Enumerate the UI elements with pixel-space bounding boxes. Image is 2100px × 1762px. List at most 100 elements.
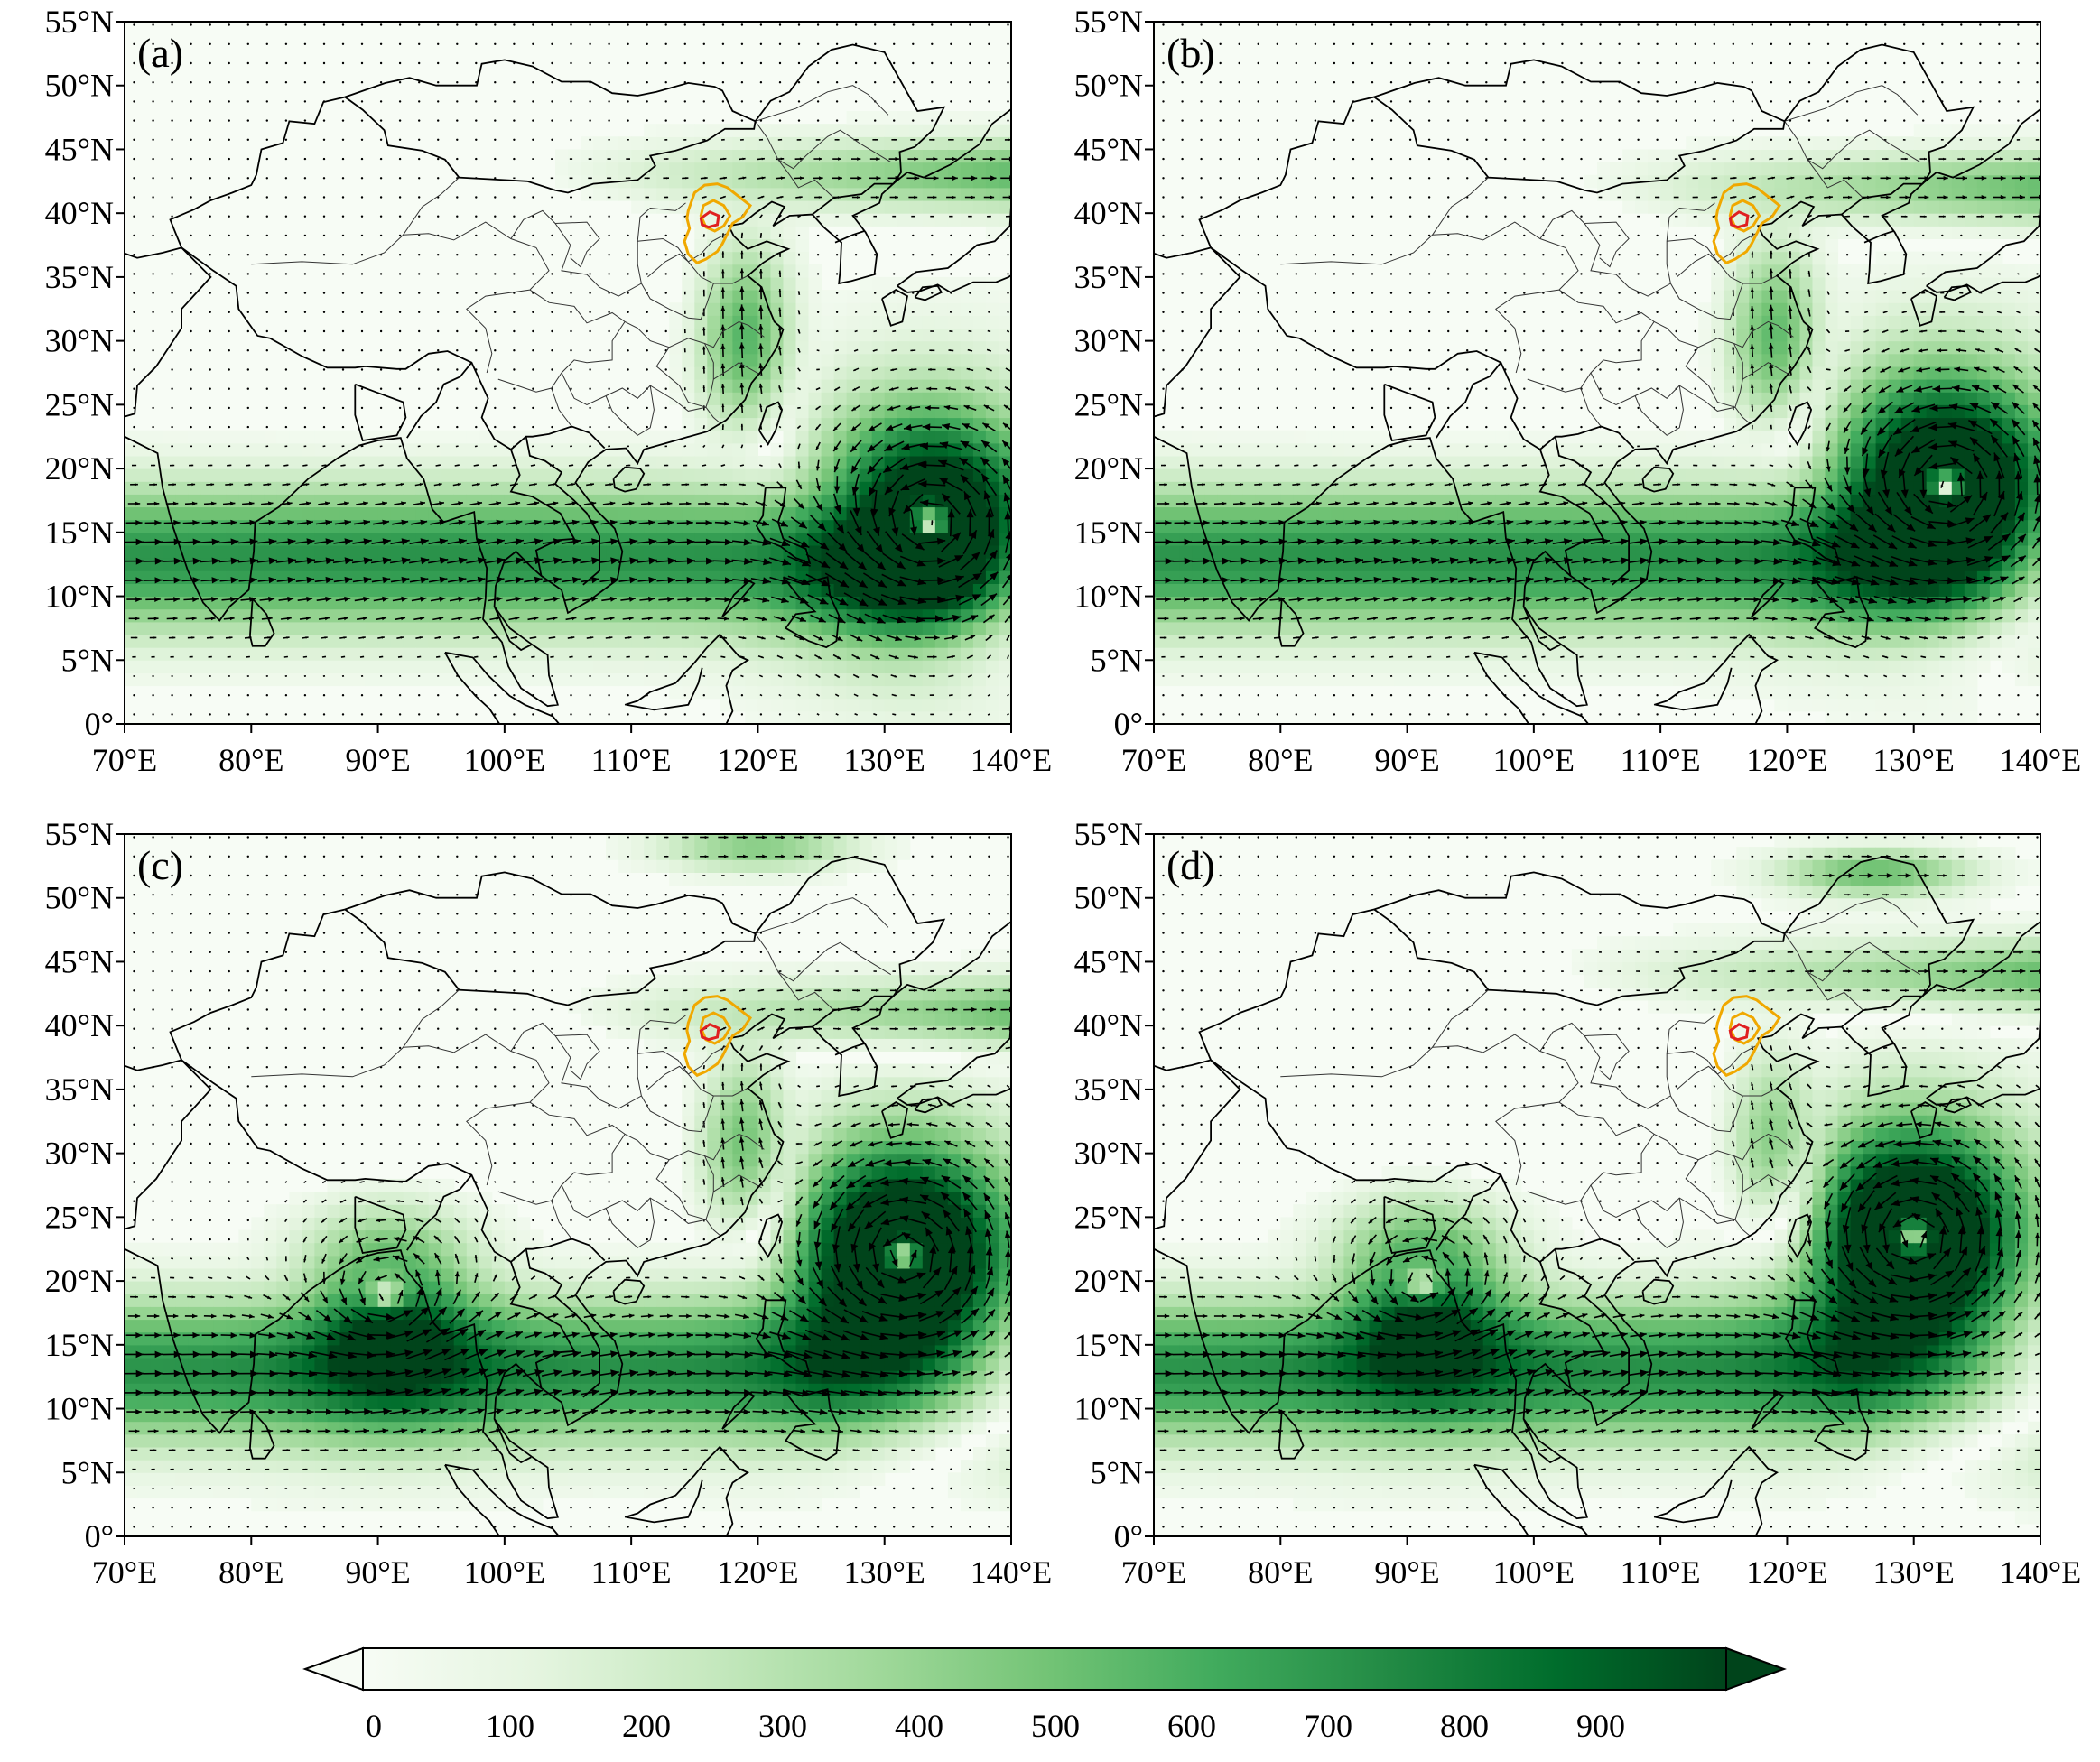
colorbar-tick-label: 800 (1440, 1708, 1489, 1744)
colorbar-tick-label: 700 (1304, 1708, 1352, 1744)
y-tick-label: 15°N (1074, 515, 1143, 551)
y-tick-label: 45°N (45, 943, 114, 979)
x-tick-label: 100°E (464, 742, 545, 778)
x-tick-label: 90°E (345, 1554, 410, 1590)
region-contours (1712, 995, 1782, 1078)
flux-magnitude-shading (125, 834, 1011, 1512)
y-tick-label: 20°N (1074, 450, 1143, 487)
flux-vectors (125, 23, 1011, 716)
x-tick-label: 90°E (1374, 742, 1439, 778)
x-tick-label: 90°E (1374, 1554, 1439, 1590)
x-tick-label: 80°E (218, 1554, 283, 1590)
y-tick-label: 40°N (45, 195, 114, 231)
colorbar-max-extend (1725, 1646, 1787, 1692)
x-tick-label: 80°E (1248, 742, 1313, 778)
x-tick-label: 110°E (1621, 742, 1701, 778)
y-tick-label: 40°N (1074, 1007, 1143, 1043)
x-tick-label: 70°E (92, 1554, 157, 1590)
y-tick-label: 40°N (1074, 195, 1143, 231)
y-tick-label: 5°N (61, 642, 114, 678)
flux-vectors (1154, 836, 2040, 1528)
y-tick-label: 5°N (61, 1454, 114, 1490)
panel-frame (1153, 833, 2041, 1537)
panels-layer: (a) 70°E 80°E 90°E 100°E 110°E 120°E 130°E 140°E… (45, 4, 2082, 1590)
y-tick-label: 35°N (45, 1071, 114, 1108)
flux-magnitude-shading (125, 111, 1011, 724)
colorbar-tick-label: 400 (895, 1708, 943, 1744)
y-tick-label: 25°N (1074, 1199, 1143, 1235)
map-panel: (c) 70°E 80°E 90°E 100°E 110°E 120°E 130°E 140°E… (45, 816, 1053, 1590)
y-tick-label: 40°N (45, 1007, 114, 1043)
x-tick-label: 130°E (1873, 742, 1955, 778)
y-tick-label: 0° (1114, 1518, 1143, 1554)
x-tick-label: 140°E (971, 1554, 1052, 1590)
coastlines-and-borders (1154, 856, 2040, 1536)
x-tick-label: 80°E (1248, 1554, 1313, 1590)
colorbar-tick-label: 500 (1031, 1708, 1080, 1744)
y-tick-label: 30°N (1074, 1136, 1143, 1172)
y-tick-label: 35°N (45, 259, 114, 295)
colorbar-tick-label: 300 (758, 1708, 807, 1744)
x-tick-label: 110°E (591, 1554, 672, 1590)
y-tick-label: 0° (1114, 706, 1143, 742)
panel-frame (1153, 21, 2041, 725)
colorbar-min-extend (302, 1646, 364, 1692)
y-tick-label: 45°N (1074, 943, 1143, 979)
flux-vectors (1154, 23, 2040, 716)
panel-frame (124, 21, 1012, 725)
y-tick-label: 30°N (1074, 323, 1143, 359)
y-tick-label: 25°N (1074, 386, 1143, 422)
flux-magnitude-shading (1154, 834, 2040, 1525)
x-tick-label: 100°E (1493, 1554, 1575, 1590)
y-tick-label: 25°N (45, 386, 114, 422)
x-tick-label: 120°E (717, 742, 798, 778)
x-tick-label: 100°E (464, 1554, 545, 1590)
panel-label: (a) (137, 30, 183, 76)
panel-label: (b) (1166, 30, 1215, 76)
y-tick-label: 50°N (45, 880, 114, 916)
y-tick-label: 0° (85, 1518, 114, 1554)
y-tick-label: 20°N (45, 1263, 114, 1299)
x-tick-label: 70°E (92, 742, 157, 778)
map-panel: (d) 70°E 80°E 90°E 100°E 110°E 120°E 130°E 140°E… (1074, 816, 2082, 1590)
x-tick-label: 140°E (2000, 742, 2081, 778)
y-tick-label: 15°N (45, 1327, 114, 1363)
y-tick-label: 10°N (1074, 579, 1143, 615)
y-tick-label: 35°N (1074, 1071, 1143, 1108)
y-tick-label: 25°N (45, 1199, 114, 1235)
x-tick-label: 120°E (1746, 742, 1827, 778)
panel-frame (124, 833, 1012, 1537)
y-tick-label: 55°N (1074, 816, 1143, 852)
region-contours (683, 995, 753, 1078)
y-tick-label: 50°N (45, 68, 114, 104)
y-tick-label: 50°N (1074, 68, 1143, 104)
colorbar-tick-label: 200 (622, 1708, 671, 1744)
x-tick-label: 70°E (1121, 1554, 1186, 1590)
x-tick-label: 130°E (844, 1554, 925, 1590)
colorbar-tick-label: 900 (1576, 1708, 1625, 1744)
y-tick-label: 55°N (1074, 4, 1143, 40)
y-tick-label: 0° (85, 706, 114, 742)
x-tick-label: 120°E (1746, 1554, 1827, 1590)
coastlines-and-borders (1154, 43, 2040, 724)
y-tick-label: 45°N (45, 131, 114, 167)
coastlines-and-borders (125, 856, 1011, 1536)
y-tick-label: 55°N (45, 4, 114, 40)
y-tick-label: 20°N (45, 450, 114, 487)
x-tick-label: 80°E (218, 742, 283, 778)
x-tick-label: 90°E (345, 742, 410, 778)
region-contours (1712, 182, 1782, 265)
y-tick-label: 10°N (45, 1391, 114, 1427)
panel-label: (c) (137, 842, 183, 888)
y-tick-label: 15°N (45, 515, 114, 551)
x-tick-label: 70°E (1121, 742, 1186, 778)
colorbar-tick-label: 0 (366, 1708, 382, 1744)
y-tick-label: 15°N (1074, 1327, 1143, 1363)
x-tick-label: 120°E (717, 1554, 798, 1590)
y-tick-label: 55°N (45, 816, 114, 852)
colorbar: 0 100 200 300 400 500 600 700 800 900 (302, 1646, 1787, 1744)
y-tick-label: 30°N (45, 323, 114, 359)
y-tick-label: 45°N (1074, 131, 1143, 167)
y-tick-label: 10°N (45, 579, 114, 615)
